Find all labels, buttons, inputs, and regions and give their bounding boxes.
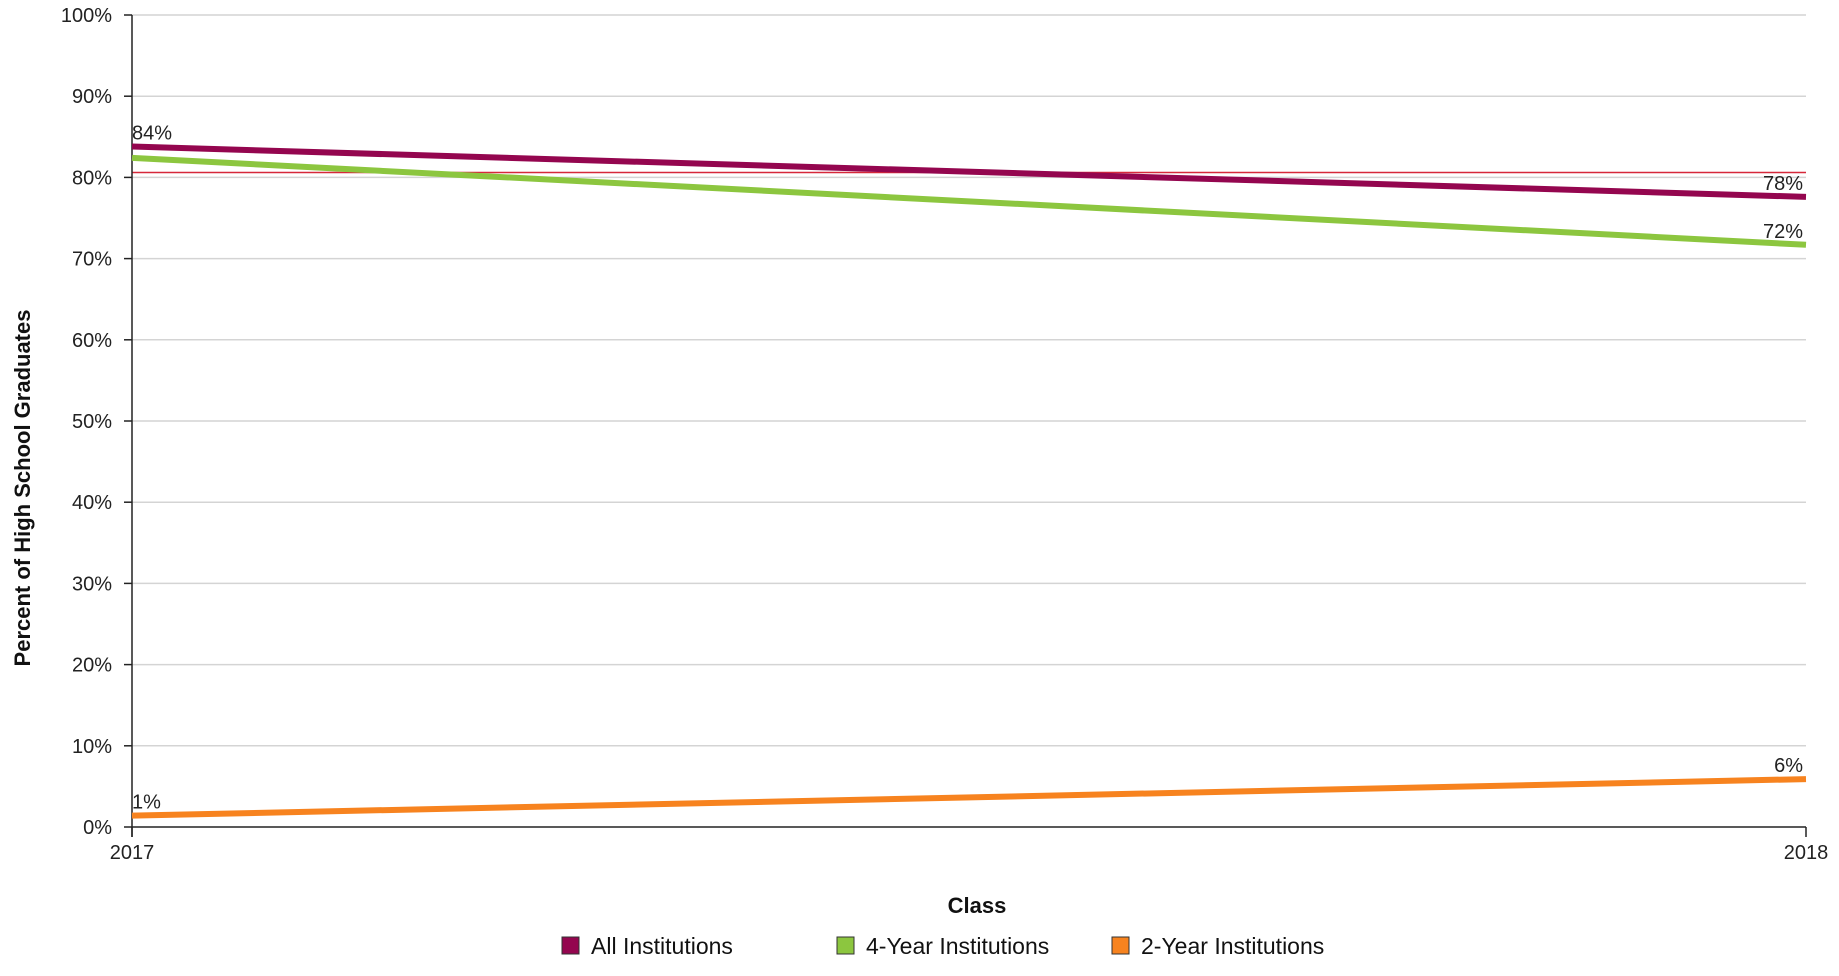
y-axis-title: Percent of High School Graduates [10,310,35,667]
y-tick-label: 100% [61,5,112,27]
y-tick-label: 80% [72,167,112,189]
series-line [131,143,1807,200]
y-tick-label: 90% [72,86,112,108]
legend-item[interactable]: 4-Year Institutions [836,933,1049,959]
legend: All Institutions 4-Year Institutions 2-Yea… [561,933,1324,959]
series-line [131,154,1807,248]
x-tick-label: 2018 [1784,842,1829,864]
y-tick-label: 30% [72,573,112,595]
x-axis-title: Class [948,893,1007,918]
x-tick-label: 2017 [110,842,155,864]
y-tick-label: 10% [72,736,112,758]
data-label: 84% [132,123,172,145]
axes: 0% 10% 20% 30% 40% 50% 60% 70% 80% 90% 100% 2017 201… [61,5,1828,864]
data-label: 72% [1763,221,1803,243]
data-label: 6% [1774,755,1803,777]
data-label: 1% [132,792,161,814]
series-line [131,776,1807,819]
data-label: 78% [1763,173,1803,195]
legend-swatch [836,936,855,955]
data-labels: 84% 78% 72% 1% 6% [132,123,1803,814]
legend-item[interactable]: All Institutions [561,933,733,959]
y-tick-label: 50% [72,411,112,433]
legend-item[interactable]: 2-Year Institutions [1111,933,1324,959]
legend-label: 2-Year Institutions [1141,933,1324,959]
y-tick-label: 40% [72,492,112,514]
series-lines [131,143,1807,819]
gridlines [132,14,1806,747]
y-tick-label: 20% [72,655,112,677]
legend-label: All Institutions [591,933,733,959]
y-tick-label: 60% [72,330,112,352]
y-tick-label: 0% [83,817,112,839]
y-tick-label: 70% [72,249,112,271]
legend-swatch [1111,936,1130,955]
legend-swatch [561,936,580,955]
legend-label: 4-Year Institutions [866,933,1049,959]
